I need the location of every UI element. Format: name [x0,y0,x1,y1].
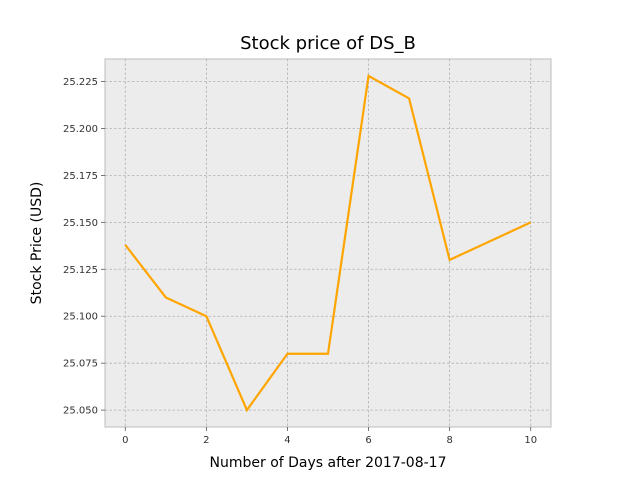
x-tick-label: 10 [524,435,537,446]
y-tick-label: 25.100 [63,312,98,323]
y-tick-label: 25.175 [63,171,98,182]
y-axis-label: Stock Price (USD) [29,182,45,305]
x-tick-label: 0 [122,435,128,446]
x-tick-label: 8 [446,435,452,446]
x-tick-label: 4 [284,435,290,446]
y-tick-label: 25.200 [63,124,98,135]
chart-title: Stock price of DS_B [240,33,416,54]
x-tick-label: 6 [365,435,371,446]
y-tick-label: 25.125 [63,265,98,276]
y-tick-label: 25.150 [63,218,98,229]
series-line [124,74,532,413]
y-tick-label: 25.225 [63,77,98,88]
y-tick-label: 25.075 [63,359,98,370]
grid-lines [105,59,551,427]
plot-area [104,58,552,428]
y-axis: 25.050 25.075 25.100 25.125 25.150 25.175 25.2… [63,77,105,417]
x-axis-label: Number of Days after 2017-08-17 [210,455,447,471]
x-tick-label: 2 [203,435,209,446]
x-axis: 0 2 4 6 8 10 [122,427,537,446]
y-tick-label: 25.050 [63,406,98,417]
